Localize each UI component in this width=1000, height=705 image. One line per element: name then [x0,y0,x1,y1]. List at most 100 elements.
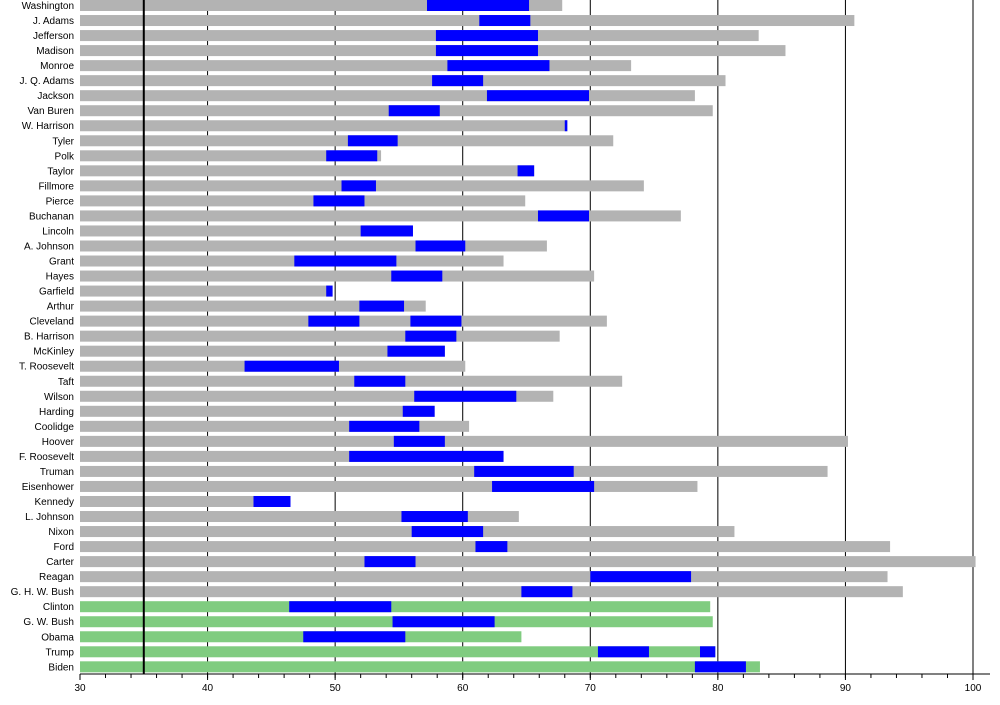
lifespan-bar [80,495,291,507]
term-bar [426,0,530,11]
lifespan-bar [80,405,435,417]
lifespan-bar [80,150,382,162]
lifespan-bar [80,556,976,568]
lifespan-bar [80,465,828,477]
president-label: Eisenhower [22,482,75,493]
term-bar [387,345,445,357]
lifespan-bar [80,60,632,72]
x-tick-label: 80 [712,683,724,694]
lifespan-bar [80,135,614,147]
president-label: Coolidge [35,422,75,433]
president-label: Obama [41,632,74,643]
lifespan-bar [80,15,855,27]
lifespan-bar [80,300,426,312]
lifespan-bar [80,195,526,207]
x-tick-label: 50 [330,683,342,694]
term-bar [411,526,484,538]
president-label: Monroe [40,61,74,72]
president-label: Pierce [46,196,75,207]
president-label: Kennedy [35,497,74,508]
lifespan-bar [80,526,735,538]
x-tick-label: 90 [840,683,852,694]
lifespan-bar [80,435,848,447]
term-bar [447,60,550,72]
lifespan-bar [80,661,760,673]
term-bar [414,390,517,402]
term-bar [486,90,590,102]
x-tick-label: 40 [202,683,214,694]
lifespan-bar [80,240,547,252]
president-label: Garfield [39,287,74,298]
lifespan-bar [80,45,786,57]
lifespan-bar [80,586,903,598]
term-bar [364,556,416,568]
president-label: F. Roosevelt [19,452,74,463]
term-bar [303,631,406,643]
president-label: Harding [39,407,74,418]
president-label: Nixon [48,527,74,538]
term-bar [388,105,440,117]
lifespan-bar [80,571,888,583]
president-label: Tyler [52,136,74,147]
president-label: L. Johnson [25,512,74,523]
president-label: Clinton [43,602,74,613]
president-label: Lincoln [42,226,74,237]
term-bar [253,495,291,507]
president-label: W. Harrison [22,121,74,132]
term-bar [308,315,360,327]
president-label: Ford [53,542,74,553]
president-label: T. Roosevelt [19,362,74,373]
president-label: Washington [22,1,74,12]
lifespan-bar [80,210,681,222]
lifespan-bar [80,390,554,402]
lifespan-bar [80,225,413,237]
president-label: Trump [45,647,74,658]
lifespan-bar [80,75,726,87]
president-label: Carter [46,557,74,568]
term-bar [597,646,649,658]
term-bar [326,285,333,297]
term-bar [349,450,504,462]
term-bar [392,616,495,628]
term-bar [492,480,595,492]
lifespan-bar [80,345,445,357]
president-label: Van Buren [27,106,74,117]
president-label: G. W. Bush [23,617,74,628]
term-bar [435,30,538,42]
term-bar [699,646,716,658]
lifespan-bar [80,480,698,492]
president-label: Biden [48,662,74,673]
president-label: J. Adams [33,16,74,27]
term-bar [359,300,405,312]
term-bar [402,405,435,417]
president-label: Hayes [46,272,74,283]
term-bar [474,465,574,477]
president-label: J. Q. Adams [20,76,74,87]
term-bar [401,511,468,523]
term-bar [289,601,392,613]
lifespan-bar [80,646,716,658]
lifespan-bar [80,450,504,462]
x-tick-label: 60 [457,683,469,694]
lifespan-bar [80,420,470,432]
president-label: A. Johnson [24,241,74,252]
x-tick-label: 100 [965,683,982,694]
lifespan-bar [80,375,623,387]
president-label: Grant [49,257,74,268]
term-bar [354,375,406,387]
term-bar [435,45,538,57]
president-label: Arthur [47,302,75,313]
term-bar [432,75,484,87]
term-bar [517,165,535,177]
term-bar [564,120,568,132]
president-label: Buchanan [29,211,74,222]
president-label: Taft [58,377,74,388]
lifespan-bar [80,270,595,282]
term-bar [694,661,746,673]
lifespan-bar [80,330,560,342]
x-tick-label: 30 [74,683,86,694]
term-bar [326,150,378,162]
term-bar [537,210,590,222]
president-label: Cleveland [30,317,74,328]
